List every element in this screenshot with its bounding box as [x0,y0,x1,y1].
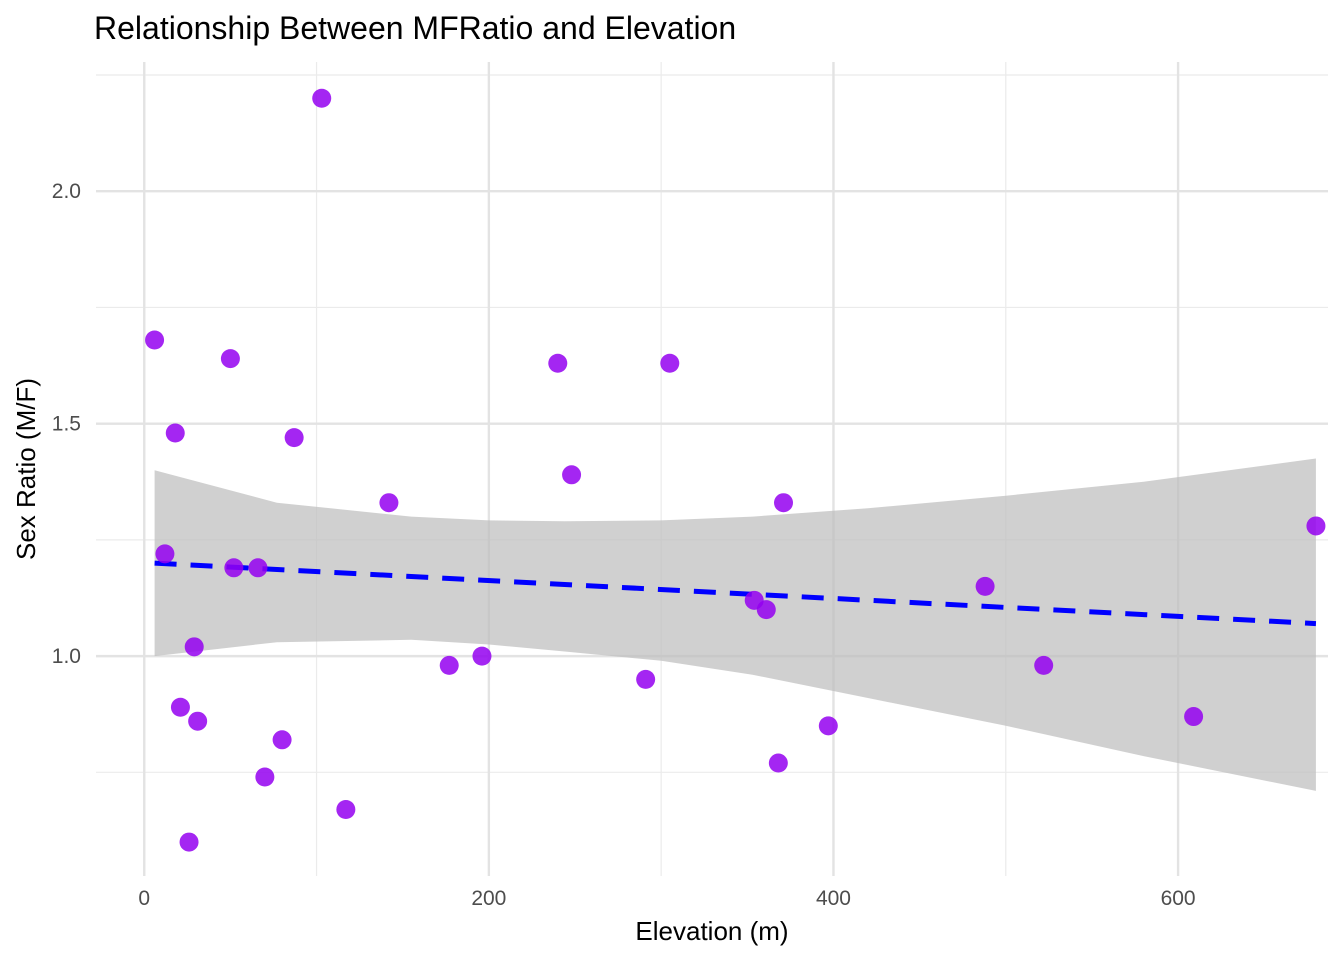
data-point-12 [284,428,304,448]
trend-line [154,560,1317,627]
data-point-24 [768,753,788,773]
confidence-band [154,458,1316,791]
data-point-29 [1184,707,1204,727]
data-point-25 [774,493,794,513]
data-point-13 [312,88,332,108]
data-point-10 [255,767,275,787]
data-point-15 [379,493,399,513]
confidence-band-layer [154,458,1316,791]
data-point-21 [660,353,680,373]
x-tick-label: 600 [1161,887,1196,910]
x-tick-label: 0 [138,887,150,910]
data-point-2 [165,423,185,443]
x-tick-label: 200 [471,887,506,910]
data-point-4 [179,832,199,852]
tick-labels-layer: 0 200 400 600 1.0 1.5 2.0 [52,180,1196,910]
y-tick-label: 1.5 [52,413,81,436]
data-point-0 [145,330,165,350]
data-point-5 [184,637,204,657]
y-tick-label: 2.0 [52,180,81,203]
data-point-28 [1034,655,1054,675]
data-point-16 [439,655,459,675]
x-axis-title: Elevation (m) [635,916,788,946]
data-point-20 [636,669,656,689]
data-point-14 [336,800,356,820]
data-point-7 [220,349,240,369]
y-tick-label: 1.0 [52,645,81,668]
data-point-1 [155,544,175,564]
data-point-17 [472,646,492,666]
data-points-layer [145,88,1326,852]
data-point-11 [272,730,292,750]
data-point-8 [224,558,244,578]
trend-line-layer [154,560,1317,627]
data-point-19 [562,465,582,485]
data-point-27 [975,576,995,596]
data-point-9 [248,558,268,578]
data-point-3 [170,697,190,717]
data-point-26 [818,716,838,736]
data-point-23 [756,600,776,620]
y-axis-title: Sex Ratio (M/F) [11,378,41,560]
data-point-30 [1306,516,1326,536]
data-point-6 [188,711,208,731]
x-tick-label: 400 [816,887,851,910]
data-point-18 [548,353,568,373]
chart-title: Relationship Between MFRatio and Elevati… [94,10,736,46]
